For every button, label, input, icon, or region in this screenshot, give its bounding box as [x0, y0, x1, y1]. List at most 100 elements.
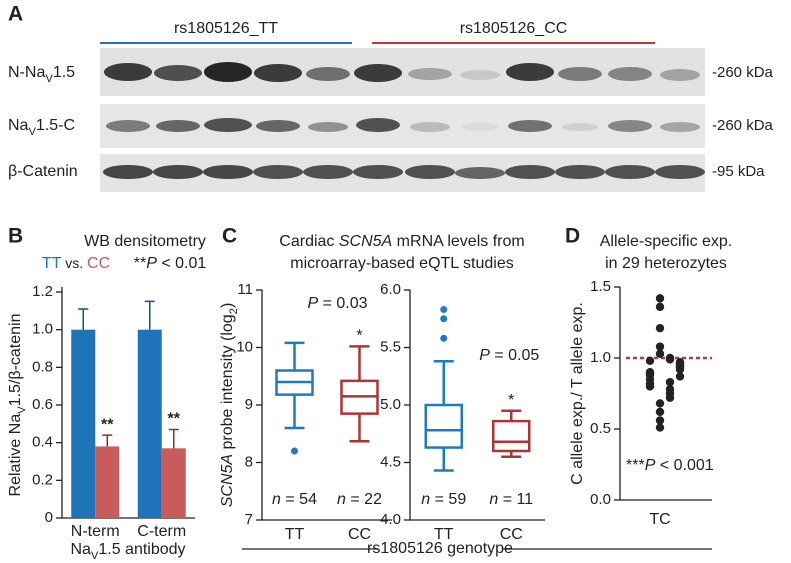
n-label-part: n — [421, 491, 430, 508]
n-label-part: = 54 — [281, 491, 317, 508]
y-tick-label: 1.0 — [590, 349, 611, 366]
blot — [100, 48, 705, 192]
dot — [655, 342, 665, 351]
y-tick-label: 6.0 — [380, 281, 401, 298]
chart-title: in 29 heterozytes — [605, 255, 727, 272]
y-tick-label: 7 — [245, 511, 253, 528]
dot — [655, 416, 665, 425]
p-label-part: P — [479, 347, 490, 364]
n-label-part: = 22 — [346, 491, 382, 508]
y-tick-label: 1.5 — [590, 278, 611, 295]
y-tick-label: 4.5 — [380, 453, 401, 470]
y-tick-label: 10 — [236, 338, 253, 355]
row-label: NaV1.5-C — [8, 117, 75, 138]
dot — [655, 407, 665, 417]
panel-label: A — [8, 3, 23, 26]
p-label-part: P — [307, 295, 318, 312]
y-label: Relative NaV1.5/β-catenin — [7, 314, 28, 497]
y-label-part: Relative Na — [7, 414, 24, 497]
row-label: N-NaV1.5 — [8, 64, 75, 85]
y-tick-label: 8 — [245, 453, 253, 470]
bar — [71, 329, 96, 518]
chart-title-part: microarray-based eQTL studies — [290, 255, 514, 272]
significance: ** — [101, 416, 114, 433]
p-label: ***P < 0.001 — [626, 457, 714, 474]
y-tick-label: 9 — [245, 396, 253, 413]
error-bar — [168, 428, 179, 449]
row-label-part: V — [28, 126, 36, 138]
p-label: P = 0.05 — [479, 347, 539, 364]
y-tick-label: 0.2 — [32, 471, 53, 488]
dot — [655, 399, 665, 408]
bar — [95, 446, 120, 518]
n-label-part: = 11 — [498, 491, 533, 508]
chart-title: WB densitometry — [84, 233, 206, 250]
x-label: NaV1.5 antibody — [70, 541, 185, 562]
y-label-part: ) — [219, 303, 236, 308]
chart-title: microarray-based eQTL studies — [290, 255, 514, 272]
y-tick-label: 0.4 — [32, 434, 53, 451]
y-tick-label: 0.6 — [32, 396, 53, 413]
panel-label: D — [565, 225, 580, 248]
p-label-part: < 0.001 — [655, 457, 713, 474]
n-label-part: n — [337, 491, 346, 508]
y-tick-label: 1.2 — [32, 283, 53, 300]
y-label: SCN5A probe intensity (log2) — [219, 303, 240, 508]
error-bar — [102, 434, 113, 447]
dot — [655, 294, 665, 303]
y-tick-label: 0.8 — [32, 358, 53, 375]
significance: * — [356, 328, 362, 345]
outlier — [440, 315, 448, 323]
dot — [645, 356, 655, 366]
n-label-part: n — [272, 491, 281, 508]
x-label-part: 1.5 antibody — [98, 541, 185, 558]
n-label: n = 11 — [489, 491, 533, 508]
y-label-part: 1.5/β-catenin — [7, 314, 24, 407]
axis — [409, 290, 545, 521]
y-label-part: probe intensity (log — [219, 314, 236, 454]
axis — [619, 287, 712, 501]
outlier — [291, 447, 298, 455]
p-label-part: ** — [134, 255, 146, 272]
box — [492, 419, 531, 453]
chart-title-part: Cardiac — [279, 233, 339, 250]
bar — [161, 448, 186, 518]
x-tick-label: CC — [348, 526, 371, 543]
dot — [665, 377, 675, 387]
x-tick-label: TC — [649, 511, 670, 528]
n-label-part: n — [489, 491, 498, 508]
y-tick-label: 5.5 — [380, 338, 401, 355]
p-label: P = 0.03 — [307, 295, 367, 312]
significance: ** — [168, 411, 181, 428]
row-label-part: N-Na — [8, 64, 45, 81]
row-label-part: 1.5-C — [36, 117, 75, 134]
y-tick-label: 0.5 — [590, 420, 611, 437]
x-tick-label: CC — [500, 526, 523, 543]
size-label: -95 kDa — [712, 163, 765, 180]
dot — [655, 423, 665, 432]
p-label-part: *** — [626, 457, 645, 474]
row-label-part: V — [45, 73, 53, 85]
p-label-part: P — [645, 457, 656, 474]
y-tick-label: 0 — [45, 509, 53, 526]
group-label: rs1805126_TT — [174, 20, 278, 37]
error-bar — [78, 308, 89, 330]
genotype-label: rs1805126 genotype — [367, 540, 513, 557]
p-label-part: = 0.03 — [318, 295, 367, 312]
significance: * — [508, 392, 514, 409]
error-bar — [144, 300, 155, 330]
outlier — [440, 306, 448, 314]
size-label: -260 kDa — [712, 64, 774, 81]
dot — [675, 372, 685, 381]
row-label-part: Na — [8, 117, 29, 134]
chart-title-part: SCN5A — [339, 233, 392, 250]
p-label-part: P — [146, 255, 157, 272]
dot — [665, 355, 675, 364]
row-label-part: 1.5 — [53, 64, 75, 81]
box — [424, 403, 463, 449]
group-label: rs1805126_CC — [460, 20, 568, 37]
chart-title: Cardiac SCN5A mRNA levels from — [279, 233, 524, 250]
x-tick-label: TT — [285, 526, 305, 543]
legend-entry: TT — [42, 255, 62, 272]
